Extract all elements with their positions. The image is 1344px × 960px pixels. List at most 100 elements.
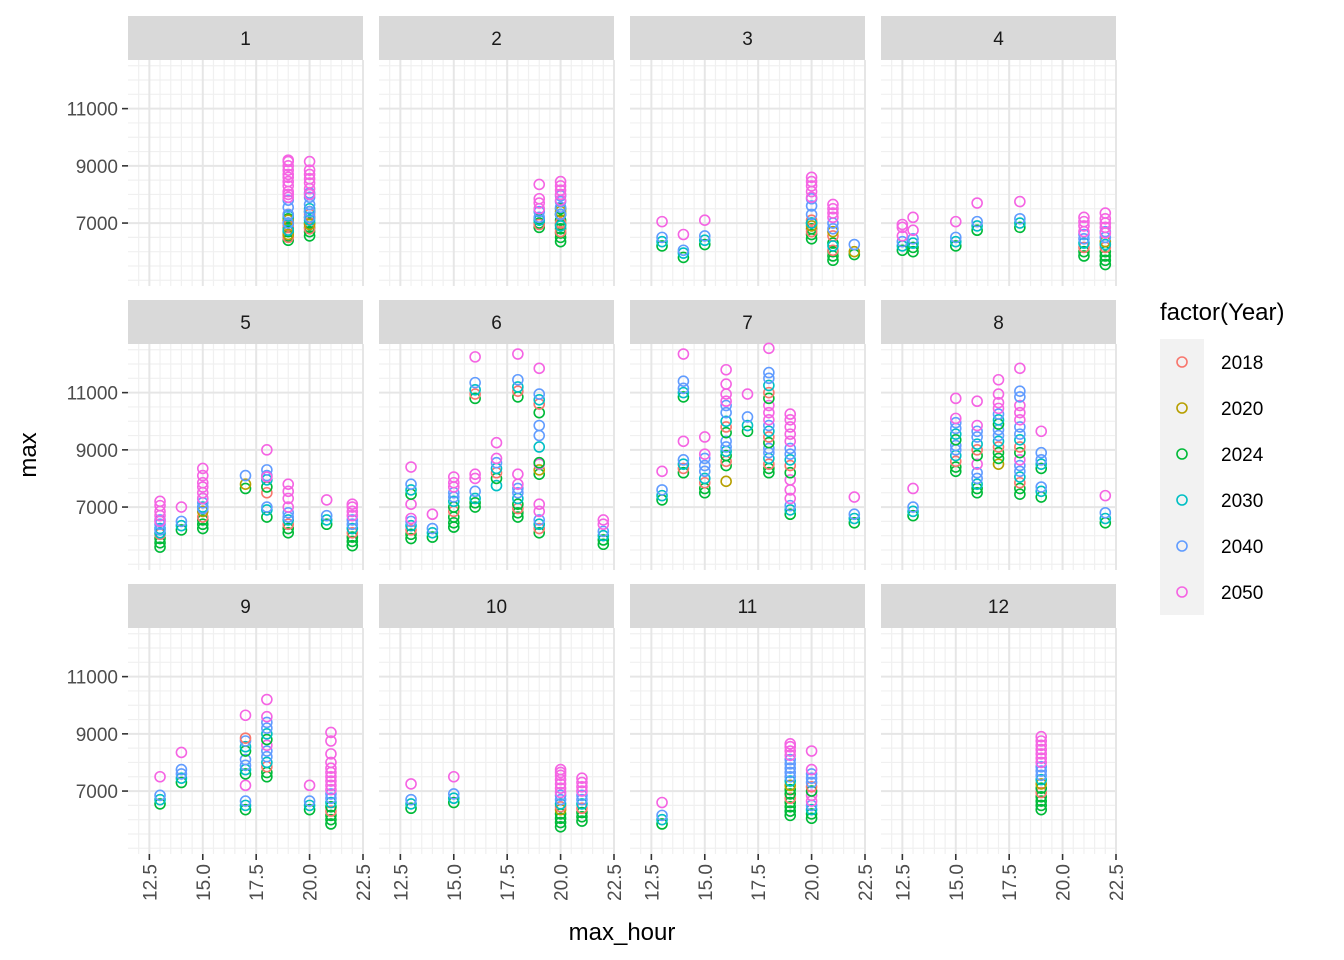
facet-strip [128, 584, 363, 628]
data-point-2024 [1035, 803, 1048, 816]
data-point-2030 [533, 393, 546, 406]
data-point-2040 [698, 465, 711, 478]
data-point-2040 [261, 745, 273, 757]
x-tick-label: 22.5 [856, 864, 877, 901]
data-point-2018 [784, 792, 797, 805]
data-point-2024 [405, 532, 417, 545]
data-point-2040 [533, 388, 546, 400]
data-point-2050 [175, 746, 188, 759]
data-point-2024 [346, 531, 359, 543]
data-point-2040 [677, 454, 690, 466]
data-point-2030 [533, 518, 546, 531]
data-point-2024 [303, 803, 316, 816]
data-point-2040 [949, 439, 962, 452]
data-point-2018 [239, 732, 252, 744]
data-point-2050 [469, 468, 481, 480]
data-point-2030 [848, 512, 861, 525]
data-point-2050 [1014, 454, 1026, 466]
data-point-2040 [554, 208, 567, 221]
data-point-2018 [698, 476, 711, 489]
data-point-2040 [698, 230, 711, 242]
data-point-2040 [720, 441, 732, 453]
data-point-2024 [320, 518, 333, 531]
data-point-2030 [320, 514, 333, 526]
x-tick-label: 12.5 [391, 864, 412, 901]
data-point-2024 [239, 768, 252, 780]
data-point-2050 [949, 392, 962, 405]
x-tick-label: 20.0 [552, 864, 573, 901]
data-point-2024 [154, 541, 166, 553]
data-point-2050 [533, 197, 546, 209]
data-point-2024 [971, 486, 983, 499]
data-point-2050 [784, 421, 797, 433]
data-point-2040 [971, 431, 983, 443]
data-point-2040 [175, 515, 188, 528]
data-point-2018 [261, 486, 273, 499]
x-tick-label: 17.5 [498, 864, 519, 901]
x-tick-label: 12.5 [642, 864, 663, 901]
data-point-2030 [907, 505, 919, 518]
data-point-2024 [1014, 482, 1026, 495]
data-point-2030 [469, 383, 481, 396]
data-point-2030 [175, 519, 188, 532]
facet-panel-7: 7 [630, 300, 866, 570]
data-point-2050 [1078, 220, 1090, 232]
facet-panel-12: 12 12.5 15.0 17.5 20.0 22.5 [881, 584, 1128, 901]
data-point-2040 [1014, 385, 1026, 398]
data-point-2030 [992, 414, 1005, 426]
data-point-2050 [303, 164, 316, 176]
data-point-2040 [1014, 459, 1026, 472]
data-point-2050 [261, 739, 273, 752]
data-point-2030 [1014, 471, 1026, 483]
data-point-2050 [805, 171, 818, 184]
data-point-2050 [261, 693, 273, 706]
data-point-2040 [512, 482, 524, 495]
y-tick-label: 7000 [76, 498, 118, 519]
data-point-2040 [827, 222, 839, 235]
data-point-2040 [992, 408, 1005, 420]
data-point-2040 [405, 793, 417, 806]
data-point-2030 [763, 425, 775, 438]
data-point-2030 [282, 224, 295, 237]
facet-panel-2: 2 [379, 16, 615, 286]
data-point-2040 [533, 211, 546, 224]
legend-label: 2040 [1221, 537, 1263, 558]
data-point-2018 [763, 458, 775, 470]
data-point-2030 [1014, 434, 1026, 446]
data-point-2050 [677, 228, 690, 241]
data-point-2040 [1014, 391, 1026, 403]
data-point-2050 [576, 772, 588, 784]
x-tick-label: 20.0 [803, 864, 824, 901]
data-point-2024 [447, 516, 460, 529]
data-point-2050 [325, 779, 337, 792]
data-point-2030 [554, 798, 567, 810]
data-point-2040 [346, 518, 359, 531]
data-point-2024 [805, 785, 818, 797]
data-point-2050 [325, 762, 337, 774]
legend-key-background [1160, 431, 1204, 477]
legend-key-background [1160, 569, 1204, 615]
data-point-2024 [154, 798, 166, 810]
data-point-2050 [1099, 212, 1112, 225]
data-point-2024 [1099, 258, 1112, 271]
data-point-2040 [805, 208, 818, 221]
data-point-2024 [325, 800, 337, 813]
data-point-2040 [720, 435, 732, 448]
data-point-2024 [346, 539, 359, 552]
data-point-2040 [720, 406, 732, 419]
data-point-2050 [1099, 489, 1112, 502]
data-point-2050 [196, 462, 209, 475]
data-point-2040 [303, 205, 316, 218]
data-point-2018 [805, 225, 818, 238]
data-point-2050 [763, 406, 775, 419]
legend-key-marker [1176, 402, 1188, 414]
data-point-2050 [282, 168, 295, 181]
facet-strip [379, 584, 614, 628]
data-point-2024 [261, 733, 273, 746]
data-point-2050 [827, 211, 839, 224]
data-point-2050 [784, 738, 797, 750]
data-point-2018 [763, 386, 775, 399]
data-point-2030 [805, 217, 818, 229]
data-point-2040 [320, 509, 333, 522]
data-point-2030 [175, 772, 188, 784]
